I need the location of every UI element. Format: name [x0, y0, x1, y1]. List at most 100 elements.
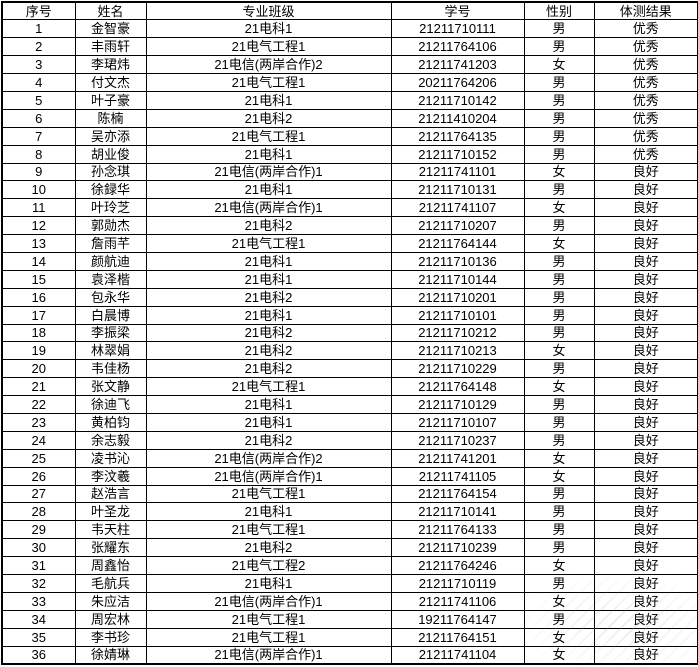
cell-name: 赵浩言 [74, 484, 147, 504]
cell-result: 优秀 [593, 90, 698, 110]
table-row: 19 林翠娟 21电科2 21211710213 女良好 [1, 341, 698, 361]
cell-index: 5 [1, 90, 76, 110]
table-row: 18 李振梁 21电科2 21211710212 男良好 [1, 323, 698, 343]
cell-result: 良好 [593, 645, 698, 665]
cell-class: 21电信(两岸合作)1 [145, 198, 392, 218]
cell-name: 袁泽楷 [74, 269, 147, 289]
cell-gender: 男 [523, 144, 595, 164]
cell-name: 郭勋杰 [74, 216, 147, 236]
cell-student-id: 21211741201 [390, 448, 525, 468]
table-body: 1 金智豪 21电科1 21211710111 男优秀 2 丰雨轩 21电气工程1 212117… [1, 19, 698, 665]
cell-class: 21电气工程1 [145, 520, 392, 540]
cell-student-id: 21211764135 [390, 126, 525, 146]
cell-result: 良好 [593, 377, 698, 397]
cell-result: 良好 [593, 234, 698, 253]
table-row: 16 包永华 21电科2 21211710201 男良好 [1, 287, 698, 307]
cell-index: 30 [1, 538, 76, 558]
cell-result: 良好 [593, 556, 698, 575]
cell-class: 21电科1 [145, 144, 392, 164]
cell-result: 良好 [593, 395, 698, 414]
cell-student-id: 19211764147 [390, 609, 525, 629]
cell-class: 21电信(两岸合作)2 [145, 55, 392, 75]
cell-gender: 男 [523, 323, 595, 343]
cell-class: 21电科1 [145, 395, 392, 414]
cell-class: 21电科2 [145, 538, 392, 558]
cell-class: 21电科2 [145, 323, 392, 343]
cell-index: 10 [1, 180, 76, 200]
cell-name: 徐婧琳 [74, 645, 147, 665]
cell-name: 吴亦添 [74, 126, 147, 146]
cell-gender: 女 [523, 55, 595, 75]
cell-result: 良好 [593, 341, 698, 361]
table-row: 35 李书珍 21电气工程1 21211764151 女良好 [1, 627, 698, 647]
cell-class: 21电信(两岸合作)1 [145, 466, 392, 486]
cell-name: 凌书沁 [74, 448, 147, 468]
cell-student-id: 21211410204 [390, 108, 525, 128]
cell-result: 优秀 [593, 55, 698, 75]
cell-gender: 男 [523, 251, 595, 271]
header-gender: 性别 [523, 1, 595, 21]
table-row: 36 徐婧琳 21电信(两岸合作)1 21211741104 女良好 [1, 645, 698, 665]
cell-student-id: 21211710129 [390, 395, 525, 414]
cell-student-id: 21211710237 [390, 430, 525, 450]
cell-result: 良好 [593, 484, 698, 504]
cell-gender: 男 [523, 359, 595, 379]
cell-name: 叶子豪 [74, 90, 147, 110]
cell-student-id: 21211764133 [390, 520, 525, 540]
cell-class: 21电信(两岸合作)1 [145, 645, 392, 665]
cell-result: 良好 [593, 323, 698, 343]
cell-index: 8 [1, 144, 76, 164]
cell-result: 良好 [593, 269, 698, 289]
cell-index: 32 [1, 574, 76, 593]
cell-student-id: 21211710152 [390, 144, 525, 164]
cell-class: 21电气工程1 [145, 234, 392, 253]
cell-result: 良好 [593, 412, 698, 432]
cell-gender: 男 [523, 574, 595, 593]
cell-name: 金智豪 [74, 19, 147, 39]
cell-gender: 男 [523, 269, 595, 289]
cell-name: 朱应洁 [74, 591, 147, 611]
cell-name: 李珺炜 [74, 55, 147, 75]
cell-student-id: 21211741203 [390, 55, 525, 75]
cell-gender: 男 [523, 216, 595, 236]
cell-student-id: 21211741101 [390, 162, 525, 182]
cell-class: 21电信(两岸合作)1 [145, 591, 392, 611]
cell-result: 良好 [593, 216, 698, 236]
cell-student-id: 21211764144 [390, 234, 525, 253]
cell-name: 叶玲芝 [74, 198, 147, 218]
cell-gender: 女 [523, 234, 595, 253]
cell-class: 21电科2 [145, 430, 392, 450]
table-row: 32 毛航兵 21电科1 21211710119 男良好 [1, 574, 698, 593]
cell-index: 36 [1, 645, 76, 665]
cell-index: 11 [1, 198, 76, 218]
cell-class: 21电科1 [145, 19, 392, 39]
cell-name: 林翠娟 [74, 341, 147, 361]
cell-gender: 男 [523, 502, 595, 522]
cell-student-id: 21211764154 [390, 484, 525, 504]
cell-name: 张耀东 [74, 538, 147, 558]
cell-index: 21 [1, 377, 76, 397]
table-row: 30 张耀东 21电科2 21211710239 男良好 [1, 538, 698, 558]
cell-gender: 女 [523, 448, 595, 468]
cell-name: 韦佳杨 [74, 359, 147, 379]
cell-class: 21电科2 [145, 287, 392, 307]
cell-gender: 男 [523, 19, 595, 39]
cell-index: 24 [1, 430, 76, 450]
cell-index: 17 [1, 305, 76, 325]
cell-name: 白晨博 [74, 305, 147, 325]
cell-gender: 男 [523, 287, 595, 307]
cell-index: 29 [1, 520, 76, 540]
cell-result: 良好 [593, 287, 698, 307]
cell-class: 21电科1 [145, 251, 392, 271]
cell-class: 21电气工程1 [145, 627, 392, 647]
cell-student-id: 21211741106 [390, 591, 525, 611]
cell-student-id: 21211764246 [390, 556, 525, 575]
table-row: 29 韦天柱 21电气工程1 21211764133 男良好 [1, 520, 698, 540]
table-row: 8 胡业俊 21电科1 21211710152 男优秀 [1, 144, 698, 164]
table-row: 10 徐録华 21电科1 21211710131 男良好 [1, 180, 698, 200]
cell-name: 胡业俊 [74, 144, 147, 164]
table-row: 2 丰雨轩 21电气工程1 21211764106 男优秀 [1, 37, 698, 57]
cell-class: 21电科2 [145, 108, 392, 128]
cell-gender: 男 [523, 73, 595, 92]
cell-gender: 男 [523, 538, 595, 558]
